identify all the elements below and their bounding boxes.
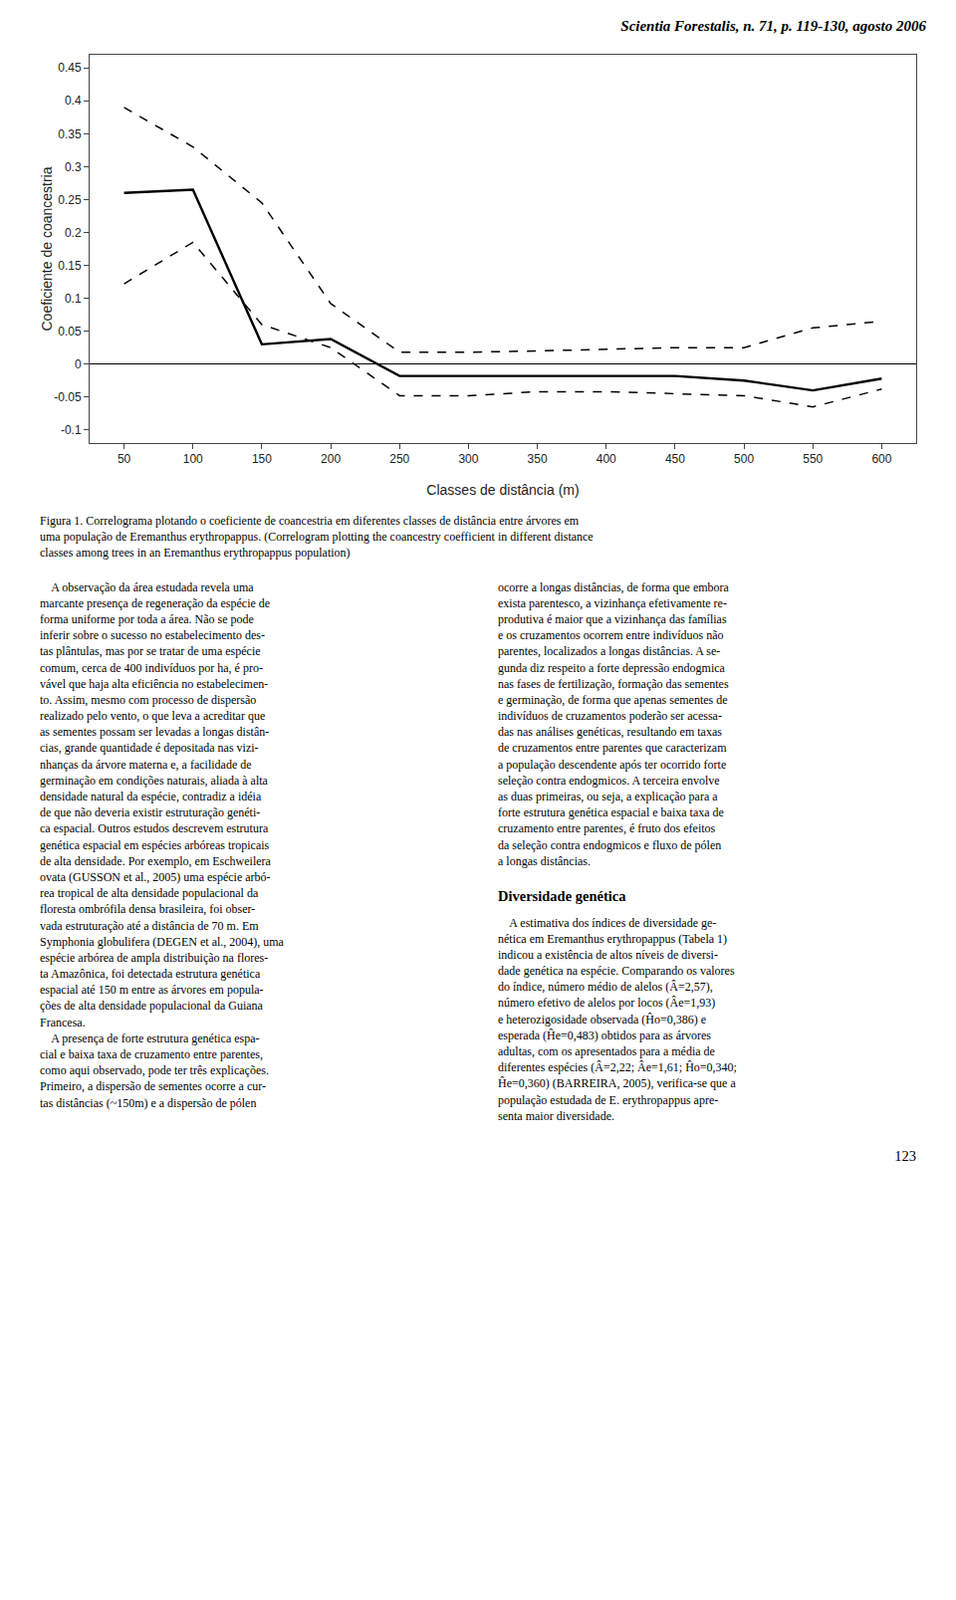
html-text:classes among trees in an Erem: classes among trees in an Eremanthus ery…: [39, 546, 351, 561]
svg-text:500: 500: [733, 452, 754, 467]
svg-text:400: 400: [596, 452, 617, 467]
svg-text:100: 100: [183, 452, 204, 467]
svg-text:150: 150: [251, 452, 272, 467]
svg-text:200: 200: [320, 452, 341, 467]
svg-text:0.35: 0.35: [57, 127, 82, 142]
svg-text:0.4: 0.4: [64, 93, 82, 108]
svg-text:-0.1: -0.1: [60, 423, 82, 438]
html-text:Figura 1. Correlograma plotand: Figura 1. Correlograma plotando o coefic…: [39, 513, 579, 528]
svg-text:0.25: 0.25: [57, 193, 82, 208]
svg-text:350: 350: [527, 452, 548, 467]
svg-text:-0.05: -0.05: [53, 390, 82, 405]
html-text:uma população de Eremanthus er: uma população de Eremanthus erythropappu…: [39, 529, 594, 544]
html-text:A observação da área estudada: A observação da área estudada revela uma…: [39, 580, 284, 1110]
svg-text:0.45: 0.45: [57, 60, 82, 75]
html-text:ocorre a longas distâncias, de: ocorre a longas distâncias, de forma que…: [497, 580, 729, 869]
svg-text:50: 50: [117, 452, 132, 467]
svg-text:450: 450: [665, 452, 686, 467]
svg-text:0.1: 0.1: [64, 291, 82, 306]
svg-text:Coeficiente de coancestria: Coeficiente de coancestria: [38, 166, 55, 331]
svg-text:600: 600: [871, 452, 892, 467]
html-text:123: 123: [894, 1148, 917, 1165]
svg-text:250: 250: [389, 452, 410, 467]
svg-text:300: 300: [458, 452, 478, 467]
html-text:A estimativa dos índices de di: A estimativa dos índices de diversidade …: [497, 915, 737, 1124]
svg-text:550: 550: [802, 452, 823, 467]
svg-text:Classes de distância (m): Classes de distância (m): [426, 481, 579, 498]
html-text:Diversidade genética: Diversidade genética: [497, 888, 626, 905]
svg-text:0.3: 0.3: [64, 160, 82, 175]
svg-text:0.05: 0.05: [57, 324, 82, 339]
svg-text:0.2: 0.2: [64, 226, 82, 240]
svg-text:0: 0: [74, 357, 82, 372]
html-text:Scientia Forestalis, n. 71, p.: Scientia Forestalis, n. 71, p. 119-130, …: [620, 17, 927, 34]
svg-text:0.15: 0.15: [57, 258, 82, 273]
